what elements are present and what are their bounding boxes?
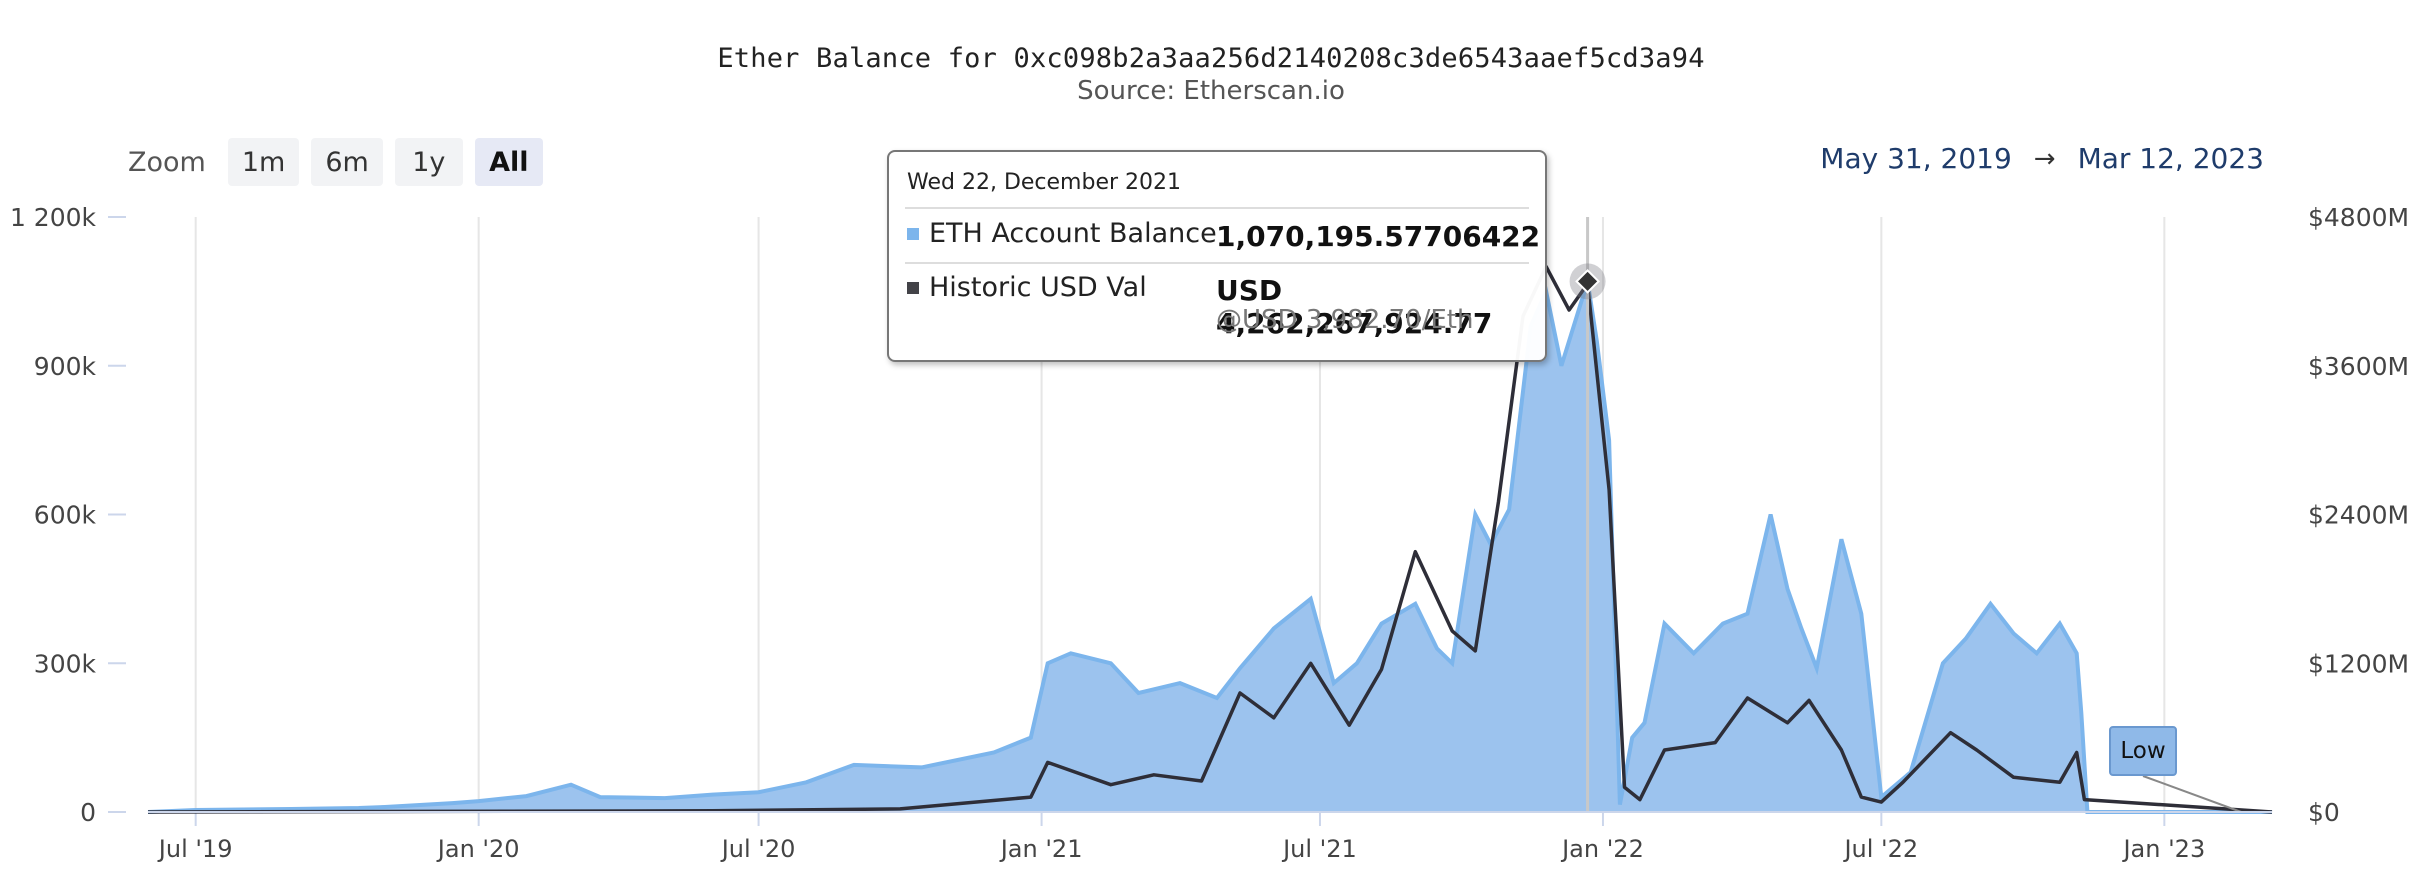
y-right-tick-label: $4800M (2308, 203, 2409, 232)
x-tick-label: Jan '23 (2121, 835, 2205, 863)
zoom-1y-button[interactable]: 1y (394, 138, 463, 186)
y-right-tick-label: $1200M (2308, 649, 2409, 678)
low-flag[interactable]: Low (2109, 726, 2177, 776)
chart-title: Ether Balance for 0xc098b2a3aa256d214020… (717, 43, 1705, 74)
hover-marker (1575, 268, 1600, 294)
x-tick-label: Jul '19 (157, 835, 233, 863)
tooltip-divider (905, 262, 1529, 264)
x-tick-label: Jul '21 (1281, 835, 1357, 863)
y-left-tick-label: 300k (34, 649, 97, 678)
flag-connector (2142, 775, 2242, 813)
x-tick-label: Jul '20 (720, 835, 796, 863)
zoom-all-button[interactable]: All (474, 138, 543, 186)
range-from[interactable]: May 31, 2019 (1820, 142, 2012, 175)
usd-legend-square (907, 281, 919, 294)
y-right-tick-label: $2400M (2308, 501, 2409, 530)
date-range: May 31, 2019 → Mar 12, 2023 (1820, 142, 2264, 175)
tooltip-balance-row: ETH Account Balance (907, 218, 1217, 249)
tooltip-date: Wed 22, December 2021 (907, 170, 1182, 195)
x-tick-label: Jan '21 (999, 835, 1083, 863)
zoom-1m-button[interactable]: 1m (227, 138, 300, 186)
x-tick-label: Jul '22 (1842, 835, 1918, 863)
tooltip-balance-label: ETH Account Balance (929, 218, 1217, 249)
tooltip-usd-row: Historic USD Val (907, 272, 1147, 303)
y-left-tick-label: 1 200k (10, 203, 97, 232)
y-right-tick-label: $3600M (2308, 352, 2409, 381)
tooltip-balance-value: 1,070,195.57706422 (1216, 220, 1541, 253)
tooltip-usd-rate: @USD 3,982.70/Eth (1216, 305, 1474, 335)
tooltip-usd-label: Historic USD Val (929, 272, 1147, 303)
y-left-tick-label: 600k (34, 501, 97, 530)
range-to[interactable]: Mar 12, 2023 (2077, 142, 2264, 175)
zoom-6m-button[interactable]: 6m (311, 138, 383, 186)
balance-area (148, 281, 2272, 812)
y-left-tick-label: 0 (80, 798, 96, 827)
y-right-tick-label: $0 (2308, 798, 2340, 827)
balance-legend-square (907, 227, 919, 240)
usd-series-line (147, 264, 2273, 814)
tooltip-divider (905, 207, 1529, 209)
chart-tooltip: Wed 22, December 2021 ETH Account Balanc… (887, 150, 1547, 362)
zoom-bar: Zoom 1m 6m 1y All (128, 137, 543, 187)
chart-subtitle: Source: Etherscan.io (1077, 76, 1345, 106)
zoom-label: Zoom (128, 146, 206, 178)
x-tick-label: Jan '20 (436, 835, 520, 863)
x-tick-label: Jan '22 (1560, 835, 1644, 863)
tooltip-usd-value: USD 4,262,267,924.77 (1216, 274, 1493, 340)
range-arrow: → (2033, 143, 2056, 174)
y-left-tick-label: 900k (34, 352, 97, 381)
